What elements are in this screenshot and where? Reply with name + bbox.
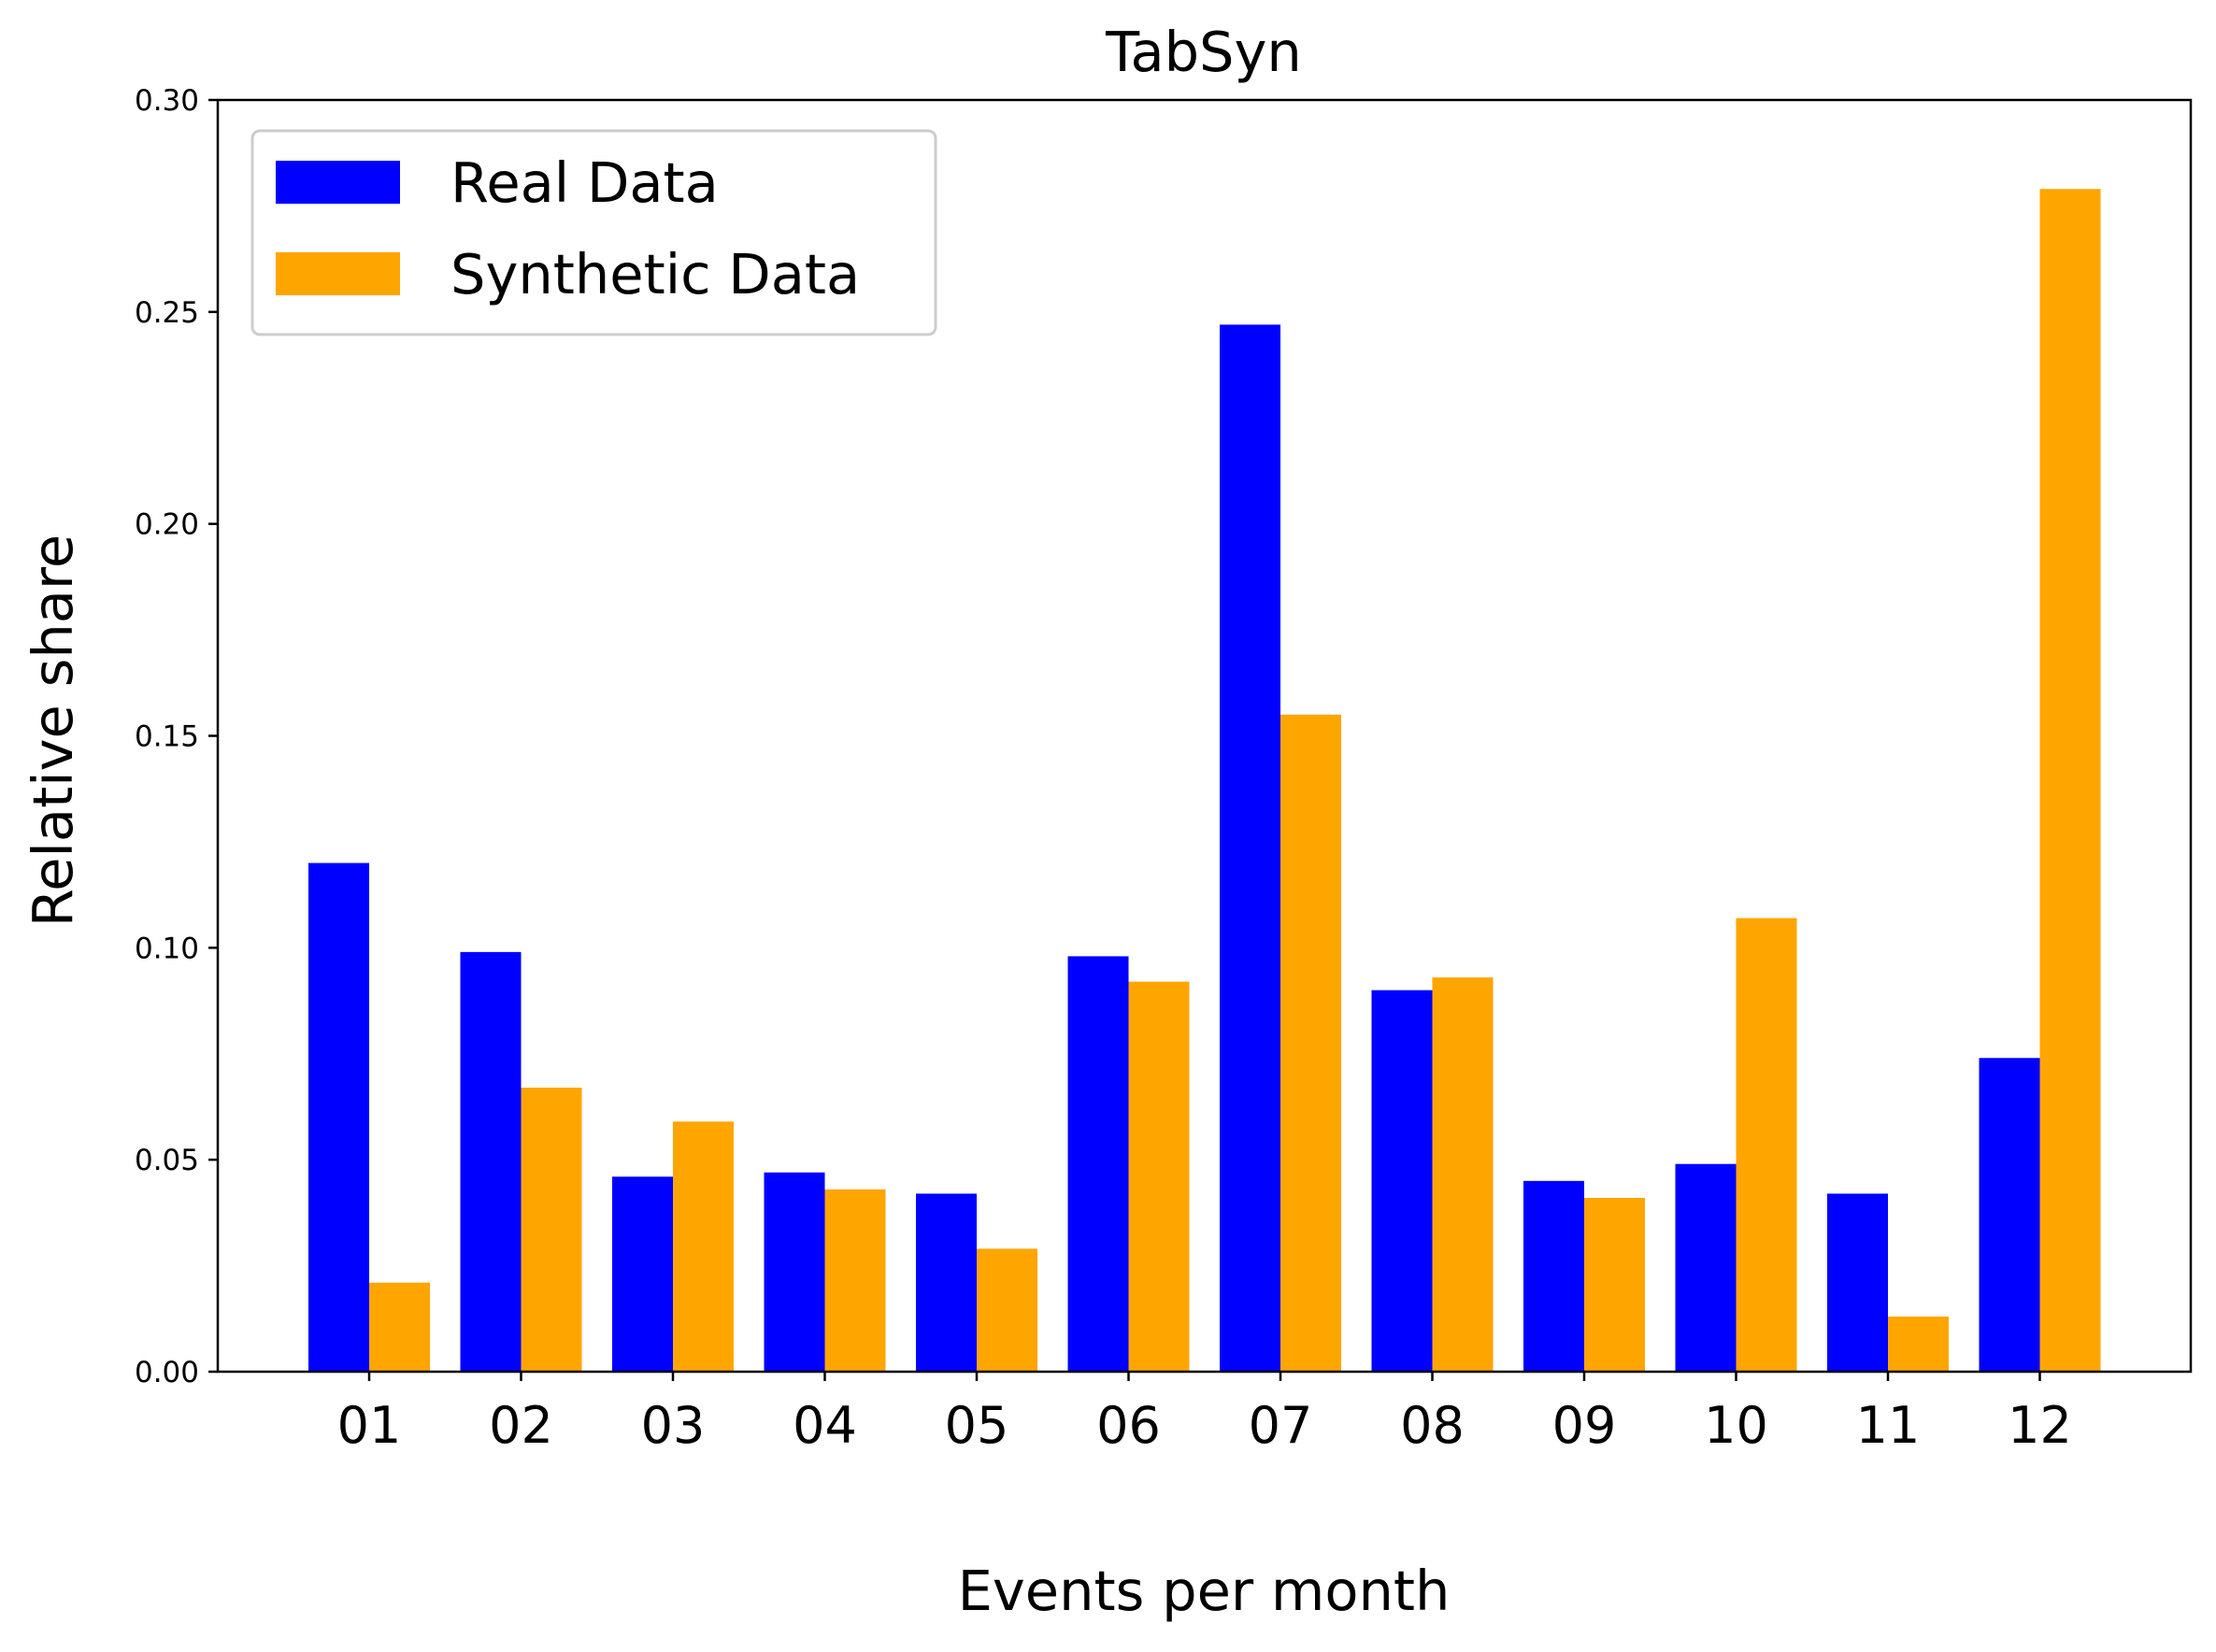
x-tick-label: 02	[489, 1396, 553, 1455]
bar-synthetic-data-09	[1584, 1197, 1645, 1372]
bar-synthetic-data-04	[824, 1189, 886, 1372]
x-tick-label: 11	[1856, 1396, 1921, 1455]
bar-synthetic-data-12	[2039, 189, 2101, 1372]
bar-real-data-09	[1523, 1180, 1584, 1372]
x-tick-label: 08	[1400, 1396, 1465, 1455]
bar-real-data-05	[916, 1193, 977, 1372]
legend: Real Data Synthetic Data	[250, 129, 937, 336]
x-tick-label: 01	[337, 1396, 402, 1455]
y-tick-label: 0.20	[135, 508, 199, 542]
axes-group: 0.00 0.05 0.10 0.15 0.20 0.25 0.30 01 02 03 04 05 06…	[135, 84, 2193, 1455]
bar-real-data-01	[308, 862, 369, 1372]
bar-synthetic-data-08	[1432, 977, 1494, 1372]
x-tick-label: 06	[1096, 1396, 1161, 1455]
bar-synthetic-data-06	[1128, 981, 1190, 1372]
bar-synthetic-data-05	[977, 1248, 1037, 1372]
bar-real-data-07	[1220, 324, 1280, 1372]
bar-real-data-12	[1979, 1058, 2040, 1372]
x-axis-label: Events per month	[958, 1559, 1451, 1623]
legend-frame	[250, 129, 937, 336]
bar-real-data-08	[1371, 990, 1433, 1372]
bar-synthetic-data-01	[369, 1282, 430, 1372]
x-tick-label: 12	[2008, 1396, 2072, 1455]
bar-real-data-04	[764, 1172, 825, 1372]
y-tick-label: 0.15	[135, 720, 199, 754]
x-tick-label: 03	[641, 1396, 706, 1455]
legend-label-real-data: Real Data	[450, 150, 719, 215]
bar-real-data-06	[1067, 956, 1129, 1372]
bar-real-data-02	[460, 951, 522, 1372]
y-tick-label: 0.05	[135, 1144, 199, 1177]
y-tick-label: 0.10	[135, 932, 199, 965]
y-axis-label: Relative share	[21, 534, 85, 927]
y-tick-label: 0.30	[135, 84, 199, 118]
bar-synthetic-data-03	[673, 1121, 734, 1372]
bar-synthetic-data-02	[521, 1088, 582, 1372]
bars-group	[308, 189, 2101, 1372]
bar-real-data-11	[1827, 1193, 1888, 1372]
x-tick-label: 09	[1552, 1396, 1617, 1455]
bar-synthetic-data-07	[1280, 714, 1341, 1372]
legend-swatch-synthetic-data	[276, 252, 400, 295]
x-tick-label: 05	[945, 1396, 1009, 1455]
legend-label-synthetic-data: Synthetic Data	[450, 242, 860, 306]
y-tick-label: 0.00	[135, 1356, 199, 1389]
legend-swatch-real-data	[276, 161, 400, 204]
x-tick-label: 10	[1704, 1396, 1768, 1455]
bar-real-data-03	[612, 1176, 673, 1372]
x-tick-label: 07	[1249, 1396, 1313, 1455]
bar-synthetic-data-10	[1736, 918, 1797, 1372]
chart-title: TabSyn	[1105, 20, 1302, 84]
bar-real-data-10	[1675, 1163, 1737, 1372]
x-tick-label: 04	[793, 1396, 857, 1455]
y-tick-label: 0.25	[135, 296, 199, 330]
bar-synthetic-data-11	[1888, 1317, 1949, 1372]
